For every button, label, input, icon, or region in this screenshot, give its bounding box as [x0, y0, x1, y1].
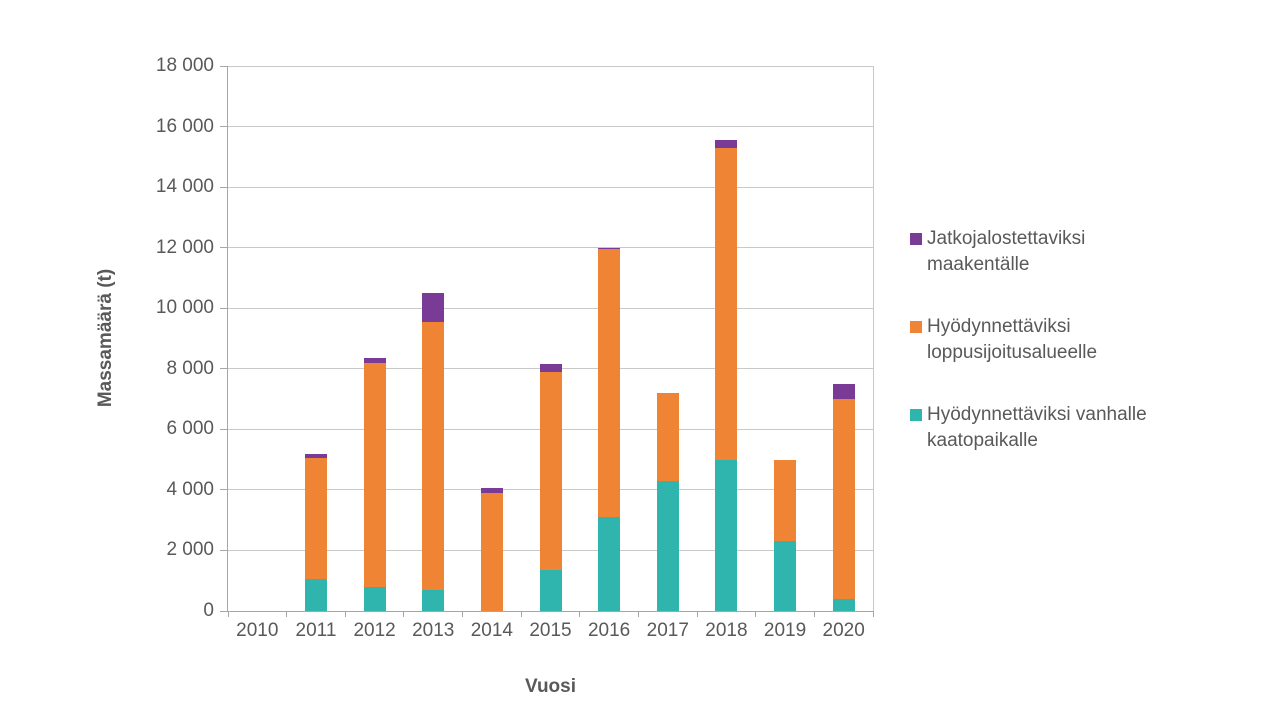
legend-swatch	[910, 409, 922, 421]
legend-label: Hyödynnettäviksi loppusijoitusalueelle	[927, 316, 1098, 363]
y-axis-tick-label: 10 000	[155, 297, 214, 319]
bar-segment-2013	[422, 321, 445, 590]
x-axis-tick-label: 2019	[763, 620, 807, 641]
x-axis-tick-label: 2018	[705, 620, 748, 641]
x-axis-tick	[403, 611, 405, 617]
bar-segment-2015	[539, 364, 562, 372]
bar-segment-2011	[304, 579, 327, 611]
y-axis-tick-labels: 0 2 000 4 000 6 000 8 000 10 000 12 000 14 000 1…	[0, 55, 214, 621]
y-axis-tick	[220, 549, 227, 551]
x-axis-tick	[579, 611, 581, 617]
x-axis-tick-label: 2012	[353, 620, 396, 641]
y-axis-tick-label: 2 000	[166, 539, 214, 561]
bar-segment-2014	[480, 488, 503, 493]
legend-label: Jatkojalostettaviksi maakentälle	[927, 228, 1086, 275]
bar-segment-2012	[363, 586, 386, 611]
gridline	[228, 186, 873, 188]
y-axis-tick	[220, 428, 227, 430]
legend-label: Hyödynnettäviksi vanhalle kaatopaikalle	[927, 404, 1147, 451]
bar-segment-2018	[715, 147, 738, 460]
y-axis-tick-label: 16 000	[155, 115, 214, 137]
bar-segment-2020	[832, 383, 855, 400]
x-axis-tick	[813, 611, 815, 617]
x-axis-tick-label: 2013	[412, 620, 455, 641]
y-axis-tick	[220, 489, 227, 491]
x-axis-tick	[286, 611, 288, 617]
y-axis-tick	[220, 186, 227, 188]
x-axis-tick-label: 2017	[646, 620, 689, 641]
bar-segment-2011	[304, 453, 327, 459]
legend-swatch	[910, 233, 922, 245]
bar-segment-2014	[480, 492, 503, 611]
y-axis-tick-label: 0	[203, 600, 214, 621]
bar-segment-2020	[832, 598, 855, 611]
x-axis-tick	[227, 611, 229, 617]
plot-area	[220, 65, 874, 617]
bar-segment-2019	[774, 541, 797, 611]
legend-item: Jatkojalostettaviksi maakentälle	[910, 226, 1210, 278]
bar-segment-2012	[363, 362, 386, 587]
bar-segment-2013	[422, 589, 445, 611]
gridline	[228, 65, 873, 67]
x-axis-tick-labels: 2010 2011 2012 2013 2014 2015 2016 2017 2018 2019…	[228, 620, 873, 644]
x-axis-tick-label: 2014	[470, 620, 513, 641]
x-axis-line	[227, 611, 874, 612]
bar-segment-2017	[656, 480, 679, 611]
bar-segment-2017	[656, 393, 679, 481]
y-axis-tick-label: 6 000	[166, 418, 214, 440]
y-axis-tick	[220, 610, 227, 612]
x-axis-tick	[344, 611, 346, 617]
x-axis-tick-label: 2016	[587, 620, 631, 641]
y-axis-tick	[220, 126, 227, 128]
gridline	[228, 126, 873, 128]
x-axis-tick-label: 2020	[822, 620, 865, 641]
legend: Jatkojalostettaviksi maakentälle Hyödynne…	[910, 226, 1210, 454]
x-axis-tick-label: 2011	[295, 620, 337, 641]
legend-swatch	[910, 321, 922, 333]
bar-segment-2019	[774, 459, 797, 542]
bar-segment-2018	[715, 459, 738, 611]
y-axis-tick	[220, 65, 227, 67]
bar-segment-2015	[539, 570, 562, 611]
x-axis-title: Vuosi	[524, 676, 577, 697]
x-axis-tick	[462, 611, 464, 617]
x-axis-tick-label: 2010	[236, 620, 279, 641]
y-axis-tick-label: 8 000	[166, 357, 214, 379]
bar-segment-2018	[715, 140, 738, 148]
y-axis-tick	[220, 368, 227, 370]
gridline	[228, 247, 873, 249]
y-axis-tick-label: 18 000	[155, 55, 214, 76]
bar-segment-2011	[304, 458, 327, 580]
y-axis-tick	[220, 247, 227, 249]
y-axis-tick-label: 14 000	[155, 176, 214, 198]
bar-segment-2020	[832, 399, 855, 599]
x-axis-tick-label: 2015	[529, 620, 572, 641]
y-axis-line	[227, 66, 228, 611]
legend-item: Hyödynnettäviksi vanhalle kaatopaikalle	[910, 402, 1210, 454]
bar-segment-2015	[539, 371, 562, 571]
y-axis-tick-label: 12 000	[155, 236, 214, 258]
x-axis-tick	[520, 611, 522, 617]
x-axis-tick	[755, 611, 757, 617]
bar-segment-2016	[598, 247, 621, 250]
bar-segment-2013	[422, 293, 445, 322]
y-axis-tick	[220, 307, 227, 309]
bar-segment-2012	[363, 358, 386, 363]
x-axis-tick	[696, 611, 698, 617]
legend-item: Hyödynnettäviksi loppusijoitusalueelle	[910, 314, 1210, 366]
bar-segment-2016	[598, 517, 621, 611]
x-axis-tick	[872, 611, 874, 617]
gridline	[228, 307, 873, 309]
bar-segment-2016	[598, 249, 621, 518]
x-axis-tick	[637, 611, 639, 617]
y-axis-tick-label: 4 000	[166, 478, 214, 500]
